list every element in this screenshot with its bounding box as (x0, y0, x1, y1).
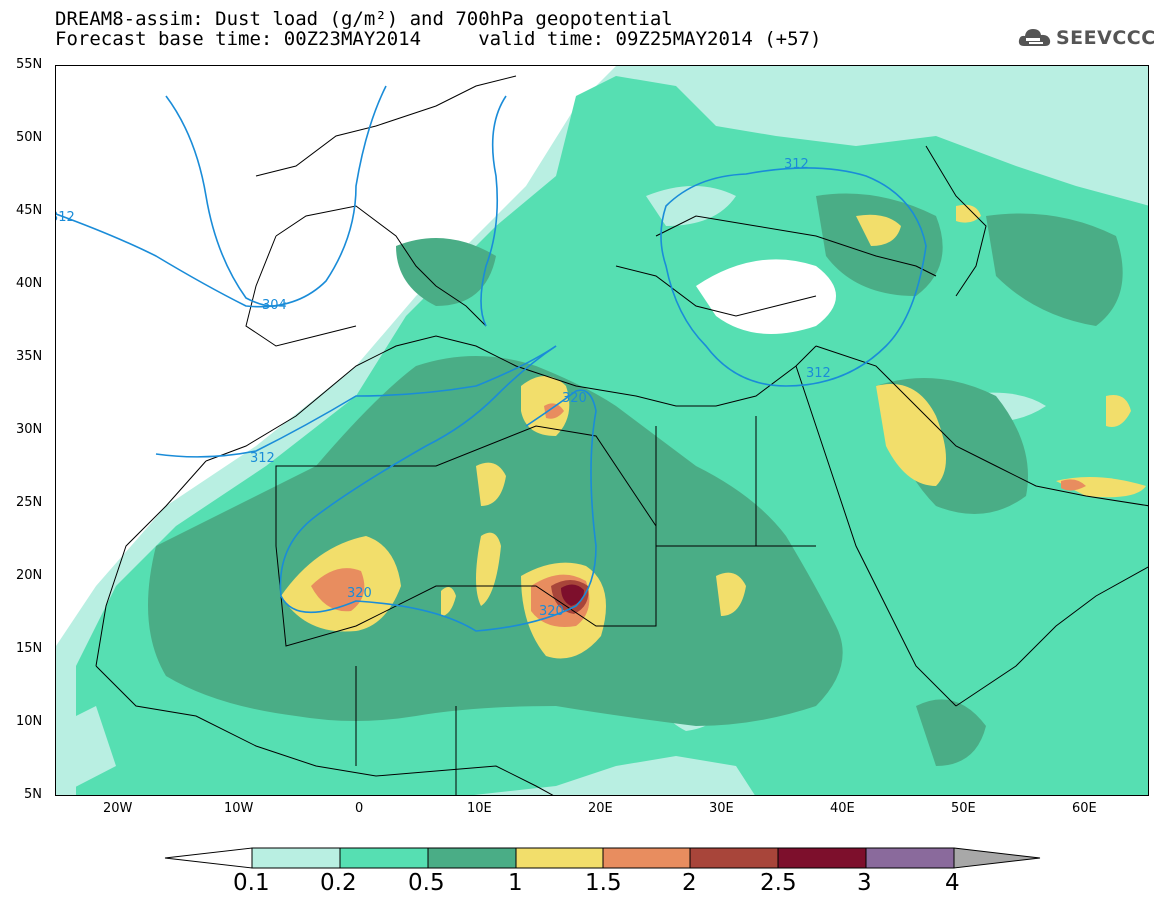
lat-label: 45N (16, 203, 43, 218)
lon-label: 40E (830, 801, 855, 816)
map-panel: 312 304 312 320 320 320 312 312 (55, 65, 1149, 796)
lat-label: 50N (16, 130, 43, 145)
contour-label: 312 (250, 451, 275, 466)
lat-label: 25N (16, 495, 43, 510)
colorbar-over-triangle (953, 847, 1041, 869)
colorbar-label: 2.5 (760, 870, 797, 896)
colorbar-label: 0.2 (320, 870, 357, 896)
lat-label: 55N (16, 57, 43, 72)
lat-label: 35N (16, 349, 43, 364)
colorbar-bin (689, 847, 779, 869)
contour-label: 312 (56, 210, 75, 225)
lon-label: 30E (709, 801, 734, 816)
contour-label: 304 (262, 298, 287, 313)
contour-label: 312 (806, 366, 831, 381)
contour-label: 320 (347, 586, 372, 601)
colorbar-label: 3 (857, 870, 872, 896)
colorbar-bin (777, 847, 867, 869)
colorbar-label: 1 (508, 870, 523, 896)
colorbar (164, 847, 1041, 869)
colorbar-label: 1.5 (585, 870, 622, 896)
lon-label: 0 (355, 801, 364, 816)
lat-label: 5N (24, 787, 42, 802)
colorbar-label: 0.1 (233, 870, 270, 896)
colorbar-bin (515, 847, 604, 869)
lon-label: 20W (103, 801, 133, 816)
lon-label: 60E (1072, 801, 1097, 816)
lon-label: 10E (467, 801, 492, 816)
lat-label: 40N (16, 276, 43, 291)
contour-label: 320 (562, 391, 587, 406)
lon-label: 50E (951, 801, 976, 816)
forecast-time-line: Forecast base time: 00Z23MAY2014 valid t… (55, 28, 822, 50)
contour-labels: 312 304 312 320 320 320 312 312 (56, 157, 831, 619)
colorbar-label: 0.5 (408, 870, 445, 896)
lat-label: 15N (16, 641, 43, 656)
logo-text: SEEVCCC (1056, 27, 1156, 49)
dust-level-2-5 (561, 584, 584, 606)
geopotential-contours (56, 85, 927, 632)
colorbar-under-triangle (164, 847, 253, 869)
colorbar-bin (602, 847, 691, 869)
lat-label: 30N (16, 422, 43, 437)
colorbar-bin (251, 847, 341, 869)
colorbar-label: 4 (945, 870, 960, 896)
dust-load-map: 312 304 312 320 320 320 312 312 (56, 66, 1148, 795)
colorbar-bin (339, 847, 429, 869)
colorbar-bin (427, 847, 517, 869)
lat-label: 10N (16, 714, 43, 729)
contour-label: 312 (784, 157, 809, 172)
contour-label: 320 (539, 604, 564, 619)
colorbar-bin (865, 847, 955, 869)
lon-label: 10W (224, 801, 254, 816)
coastlines (95, 75, 1148, 795)
cloud-logo-icon (1018, 29, 1051, 46)
lon-label: 20E (588, 801, 613, 816)
lat-label: 20N (16, 568, 43, 583)
map-title: DREAM8-assim: Dust load (g/m²) and 700hP… (55, 8, 673, 30)
seevccc-logo: SEEVCCC (1018, 26, 1156, 50)
colorbar-label: 2 (682, 870, 697, 896)
